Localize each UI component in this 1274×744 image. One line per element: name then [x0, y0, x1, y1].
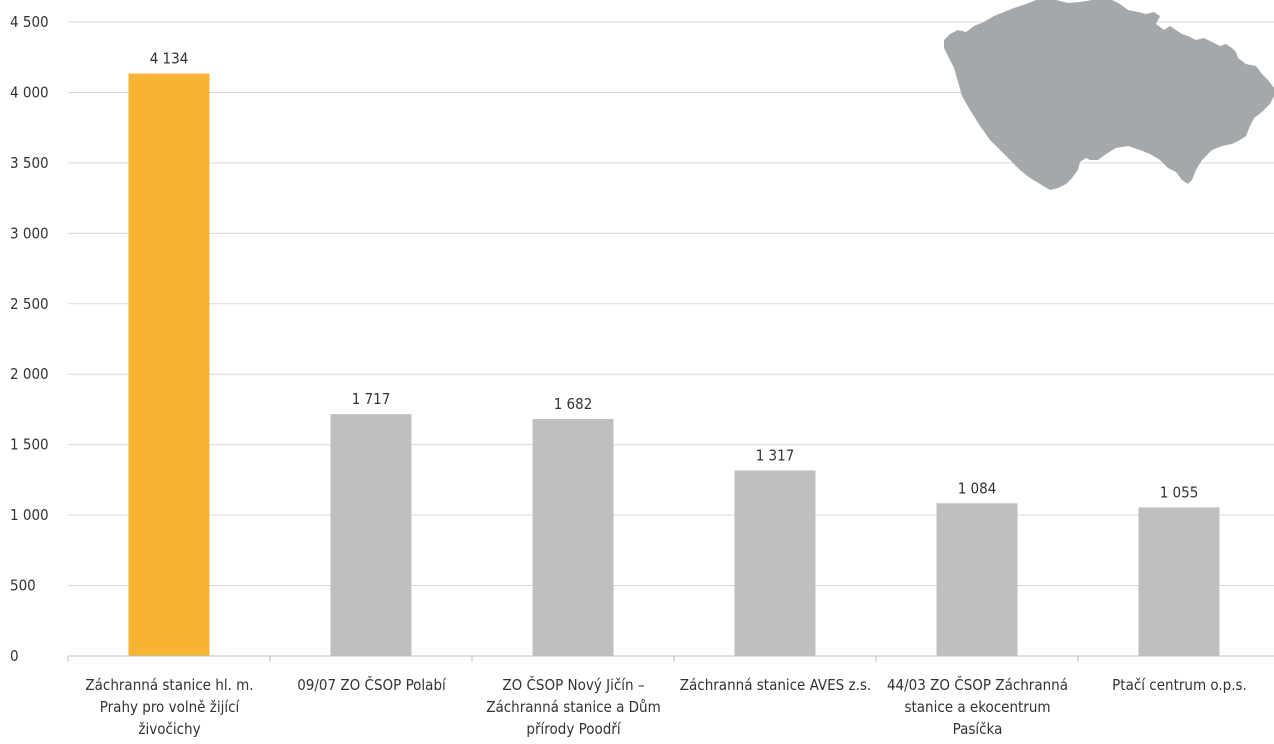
bar: [532, 419, 614, 656]
y-tick-label: 500: [10, 577, 36, 595]
category-label-line: ZO ČSOP Nový Jičín –: [502, 676, 645, 694]
category-label-line: Záchranná stanice a Dům: [486, 698, 661, 716]
category-label: ZO ČSOP Nový Jičín – Záchranná stanice a …: [473, 674, 674, 740]
value-label: 1 682: [554, 395, 593, 413]
category-label: Záchranná stanice hl. m. Prahy pro volně …: [69, 674, 270, 740]
category-label-line: Ptačí centrum o.p.s.: [1112, 676, 1247, 694]
category-label-line: Prahy pro volně žijící: [99, 698, 240, 716]
value-label: 1 055: [1160, 483, 1199, 501]
y-tick-label: 1 000: [10, 506, 49, 524]
czech-republic-map-icon: [944, 0, 1274, 190]
category-label-line: Záchranná stanice hl. m.: [85, 676, 254, 694]
gridlines: [68, 21, 1274, 587]
category-label-line: přírody Poodří: [526, 720, 621, 738]
y-tick-label: 4 000: [10, 83, 49, 101]
y-tick-label: 4 500: [10, 13, 49, 31]
y-tick-label: 2 500: [10, 295, 49, 313]
value-labels: 4 134 1 717 1 682 1 317 1 084 1 055: [150, 50, 1199, 502]
value-label: 1 084: [958, 479, 997, 497]
value-label: 4 134: [150, 50, 189, 68]
category-label-line: živočichy: [138, 720, 201, 738]
category-label-line: stanice a ekocentrum: [904, 698, 1051, 716]
bar: [330, 414, 412, 656]
bar: [1138, 507, 1220, 656]
category-label: 44/03 ZO ČSOP Záchranná stanice a ekocent…: [877, 674, 1078, 740]
x-axis: [67, 655, 1274, 662]
bar: [936, 503, 1018, 656]
category-label: Ptačí centrum o.p.s.: [1079, 674, 1274, 696]
category-label-line: Záchranná stanice AVES z.s.: [679, 676, 872, 694]
y-axis: 0 500 1 000 1 500 2 000 2 500 3 000 3 500 4 000 4…: [10, 13, 49, 665]
bar: [128, 73, 210, 657]
y-tick-label: 1 500: [10, 436, 49, 454]
category-label-line: Pasíčka: [952, 720, 1003, 738]
y-tick-label: 3 000: [10, 224, 49, 242]
category-label: 09/07 ZO ČSOP Polabí: [271, 674, 472, 696]
category-label-line: 44/03 ZO ČSOP Záchranná: [886, 676, 1069, 694]
category-label: Záchranná stanice AVES z.s.: [675, 674, 876, 696]
y-tick-label: 2 000: [10, 365, 49, 383]
bars: [128, 73, 1220, 657]
y-tick-label: 3 500: [10, 154, 49, 172]
value-label: 1 317: [756, 446, 795, 464]
y-tick-label: 0: [10, 647, 19, 665]
value-label: 1 717: [352, 390, 391, 408]
bar: [734, 470, 816, 656]
category-label-line: 09/07 ZO ČSOP Polabí: [297, 676, 446, 694]
